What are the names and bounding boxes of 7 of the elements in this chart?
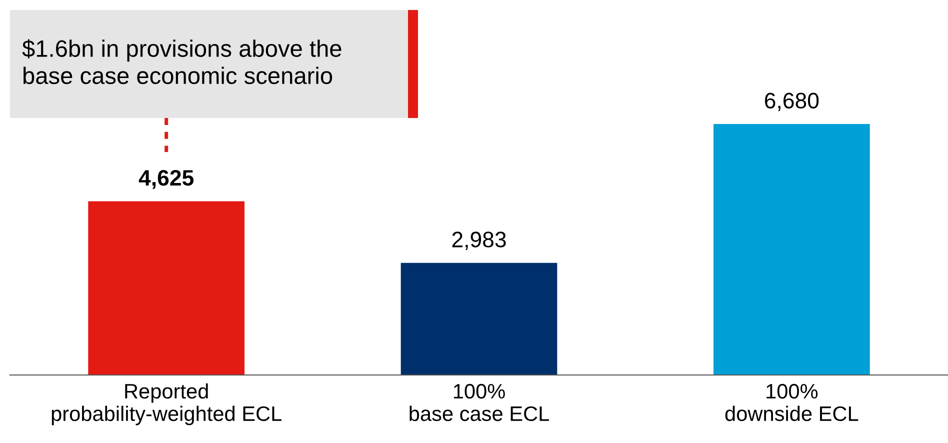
x-tick-label: 100% base case ECL	[410, 384, 549, 422]
x-tick-label: 100% downside ECL	[725, 384, 858, 422]
text: $1.6bn in provisions above the base case economic scenario	[22, 39, 342, 84]
x-tick-label: Reported probability-weighted ECL	[52, 383, 282, 426]
data-label: 2,983	[452, 232, 506, 250]
data-label: 6,680	[764, 92, 819, 112]
data-label: 4,625	[138, 170, 194, 189]
